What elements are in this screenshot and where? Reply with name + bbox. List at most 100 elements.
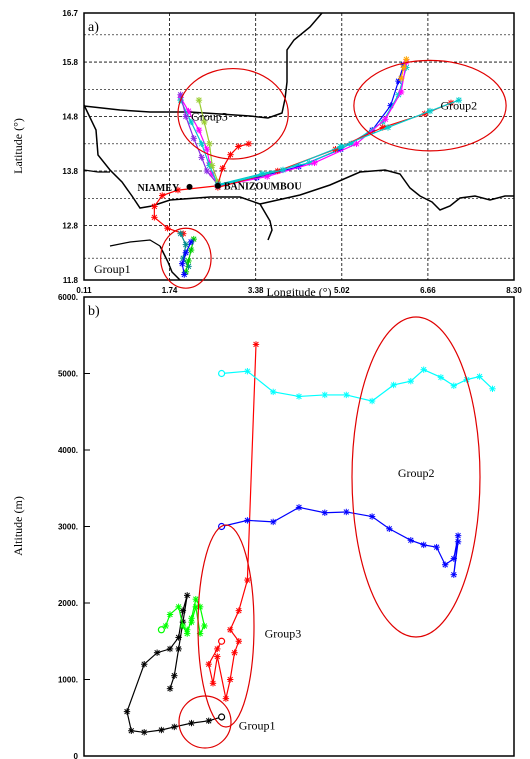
profile-point (235, 638, 242, 645)
group-ellipse (351, 316, 481, 638)
profile-point (227, 626, 234, 633)
trajectory-point (279, 166, 287, 174)
trajectory-point (187, 118, 195, 126)
panel-a-ticks: 0.11 1.74 3.38 5.02 6.66 8.30 11.8 12.8 13.8 14.8… (62, 9, 522, 295)
trajectory-point (311, 159, 318, 167)
trajectory-point (151, 214, 158, 221)
profile-point (244, 517, 251, 524)
trajectory-point (182, 113, 190, 120)
city-label: NIAMEY (138, 183, 180, 194)
group-ellipse (178, 695, 232, 749)
profile-point (179, 622, 187, 630)
profile-point (450, 382, 457, 389)
x-tick-label: 3.38 (248, 286, 264, 295)
y-tick-label: 12.8 (62, 222, 78, 231)
profile-point (407, 537, 414, 544)
profile-point (407, 377, 414, 385)
trajectory-point (400, 64, 407, 71)
y-tick-label: 13.8 (62, 167, 78, 176)
profile-point (343, 391, 350, 399)
group-label: Group3 (191, 110, 228, 124)
panel-b-frame (83, 296, 515, 757)
profile-point (192, 595, 199, 603)
profile-point (450, 571, 457, 578)
profile-point (205, 661, 212, 668)
group-ellipse (197, 524, 255, 728)
city-marker (186, 183, 193, 190)
group-label: Group1 (239, 718, 276, 732)
trajectory-point (182, 241, 190, 248)
profile-point (270, 388, 277, 396)
profile-point (368, 397, 376, 405)
x-tick-label: 6.66 (420, 286, 436, 295)
panel-b-ylabel: Altitude (m) (11, 496, 25, 556)
city-label: BANIZOUMBOU (224, 182, 302, 193)
x-tick-label: 1.74 (162, 286, 178, 295)
y-tick-label: 0 (74, 752, 79, 759)
trajectory-point (203, 167, 211, 175)
trajectory-point (190, 135, 197, 142)
city-marker (214, 182, 221, 189)
profile-point (184, 630, 191, 637)
group-label: Group1 (94, 262, 131, 276)
panel-b-group-ellipses: Group1 Group2 Group3 (178, 316, 481, 749)
profile-point (321, 509, 328, 516)
y-tick-label: 5000. (58, 370, 78, 379)
group-ellipse (353, 59, 507, 152)
trajectory-point (185, 257, 192, 265)
group-ellipse (160, 227, 212, 289)
trajectory-point (178, 260, 186, 267)
profile-point (201, 622, 208, 630)
trajectory-point (455, 96, 463, 104)
profile-point (214, 653, 221, 660)
panel-a-frame (83, 12, 515, 281)
profile-point (166, 645, 174, 653)
y-tick-label: 15.8 (62, 58, 78, 67)
trajectory-point (195, 96, 203, 104)
trajectory-point (235, 143, 242, 150)
y-tick-label: 14.8 (62, 113, 78, 122)
profile-point (166, 685, 174, 692)
profile-point (162, 622, 169, 630)
trajectory-line (185, 238, 195, 272)
trajectory-point (426, 107, 434, 115)
panel-a-label: a) (88, 20, 99, 35)
profile-point (171, 723, 178, 731)
trajectory-point (384, 124, 392, 131)
profile-point (231, 649, 238, 656)
profile-point (454, 532, 462, 539)
profile-point (343, 508, 350, 516)
trajectory-point (195, 126, 203, 134)
y-tick-label: 1000. (58, 676, 78, 685)
profile-point (295, 504, 303, 511)
profile-point (192, 603, 199, 611)
profile-point (489, 385, 496, 392)
x-tick-label: 8.30 (506, 286, 522, 295)
y-tick-label: 16.7 (62, 9, 78, 18)
trajectory-point (353, 140, 360, 147)
trajectory-point (174, 186, 182, 194)
group-label: Group3 (265, 627, 302, 641)
trajectory-point (382, 116, 389, 123)
panel-a-map: NIAMEY BANIZOUMBOU Group1 Group2 Group3 0.1… (11, 9, 522, 299)
profile-point (123, 708, 131, 715)
profile-point (368, 513, 376, 520)
profile-point (175, 645, 182, 653)
profile-point (214, 645, 221, 653)
panel-a-ylabel: Latitude (°) (11, 118, 25, 174)
profile-point (184, 626, 191, 633)
trajectory-point (187, 238, 195, 246)
profile-point (454, 538, 462, 545)
profile-point (390, 381, 397, 389)
profile-point (433, 543, 440, 551)
profile-point (175, 634, 182, 641)
trajectory-line (181, 241, 192, 275)
profile-point (321, 391, 328, 399)
trajectory-point (187, 246, 195, 254)
trajectory-point (177, 230, 184, 237)
profile-point (386, 525, 393, 532)
trajectory-point (245, 140, 253, 147)
profile-point (476, 373, 483, 380)
trajectory-point (164, 225, 171, 232)
